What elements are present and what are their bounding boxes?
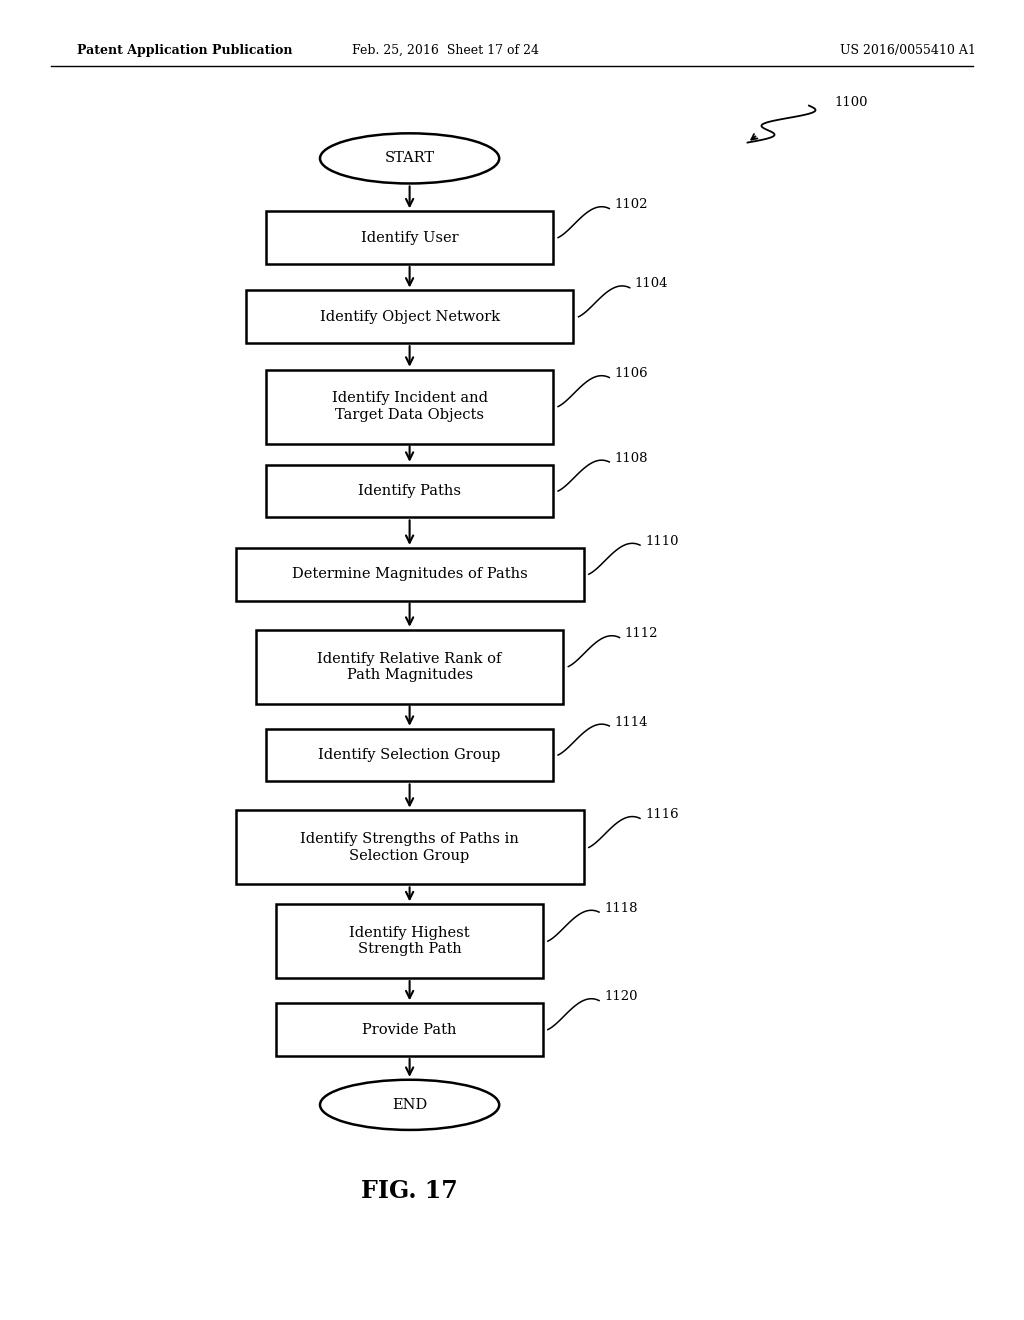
Text: 1110: 1110 (645, 535, 679, 548)
Text: 1112: 1112 (625, 627, 658, 640)
Text: 1120: 1120 (604, 990, 638, 1003)
Text: 1108: 1108 (614, 451, 648, 465)
Text: Identify User: Identify User (360, 231, 459, 244)
FancyBboxPatch shape (266, 729, 553, 781)
Text: 1118: 1118 (604, 902, 638, 915)
Ellipse shape (319, 133, 500, 183)
Text: Identify Relative Rank of
Path Magnitudes: Identify Relative Rank of Path Magnitude… (317, 652, 502, 681)
Ellipse shape (319, 1080, 500, 1130)
Text: Identify Highest
Strength Path: Identify Highest Strength Path (349, 927, 470, 956)
Text: Identify Paths: Identify Paths (358, 484, 461, 498)
FancyBboxPatch shape (256, 630, 563, 704)
FancyBboxPatch shape (266, 211, 553, 264)
Text: 1102: 1102 (614, 198, 648, 211)
FancyBboxPatch shape (266, 465, 553, 517)
Text: Patent Application Publication: Patent Application Publication (77, 44, 292, 57)
FancyBboxPatch shape (236, 810, 584, 884)
FancyBboxPatch shape (276, 1003, 543, 1056)
Text: Feb. 25, 2016  Sheet 17 of 24: Feb. 25, 2016 Sheet 17 of 24 (352, 44, 539, 57)
Text: START: START (385, 152, 434, 165)
Text: 1106: 1106 (614, 367, 648, 380)
FancyBboxPatch shape (246, 290, 573, 343)
Text: Identify Strengths of Paths in
Selection Group: Identify Strengths of Paths in Selection… (300, 833, 519, 862)
Text: Identify Incident and
Target Data Objects: Identify Incident and Target Data Object… (332, 392, 487, 421)
Text: Provide Path: Provide Path (362, 1023, 457, 1036)
Text: 1116: 1116 (645, 808, 679, 821)
Text: 1100: 1100 (835, 96, 868, 110)
Text: END: END (392, 1098, 427, 1111)
FancyBboxPatch shape (276, 904, 543, 978)
FancyBboxPatch shape (266, 370, 553, 444)
Text: Identify Selection Group: Identify Selection Group (318, 748, 501, 762)
FancyBboxPatch shape (236, 548, 584, 601)
Text: FIG. 17: FIG. 17 (361, 1179, 458, 1203)
Text: 1104: 1104 (635, 277, 669, 290)
Text: Determine Magnitudes of Paths: Determine Magnitudes of Paths (292, 568, 527, 581)
Text: 1114: 1114 (614, 715, 648, 729)
Text: US 2016/0055410 A1: US 2016/0055410 A1 (840, 44, 976, 57)
Text: Identify Object Network: Identify Object Network (319, 310, 500, 323)
